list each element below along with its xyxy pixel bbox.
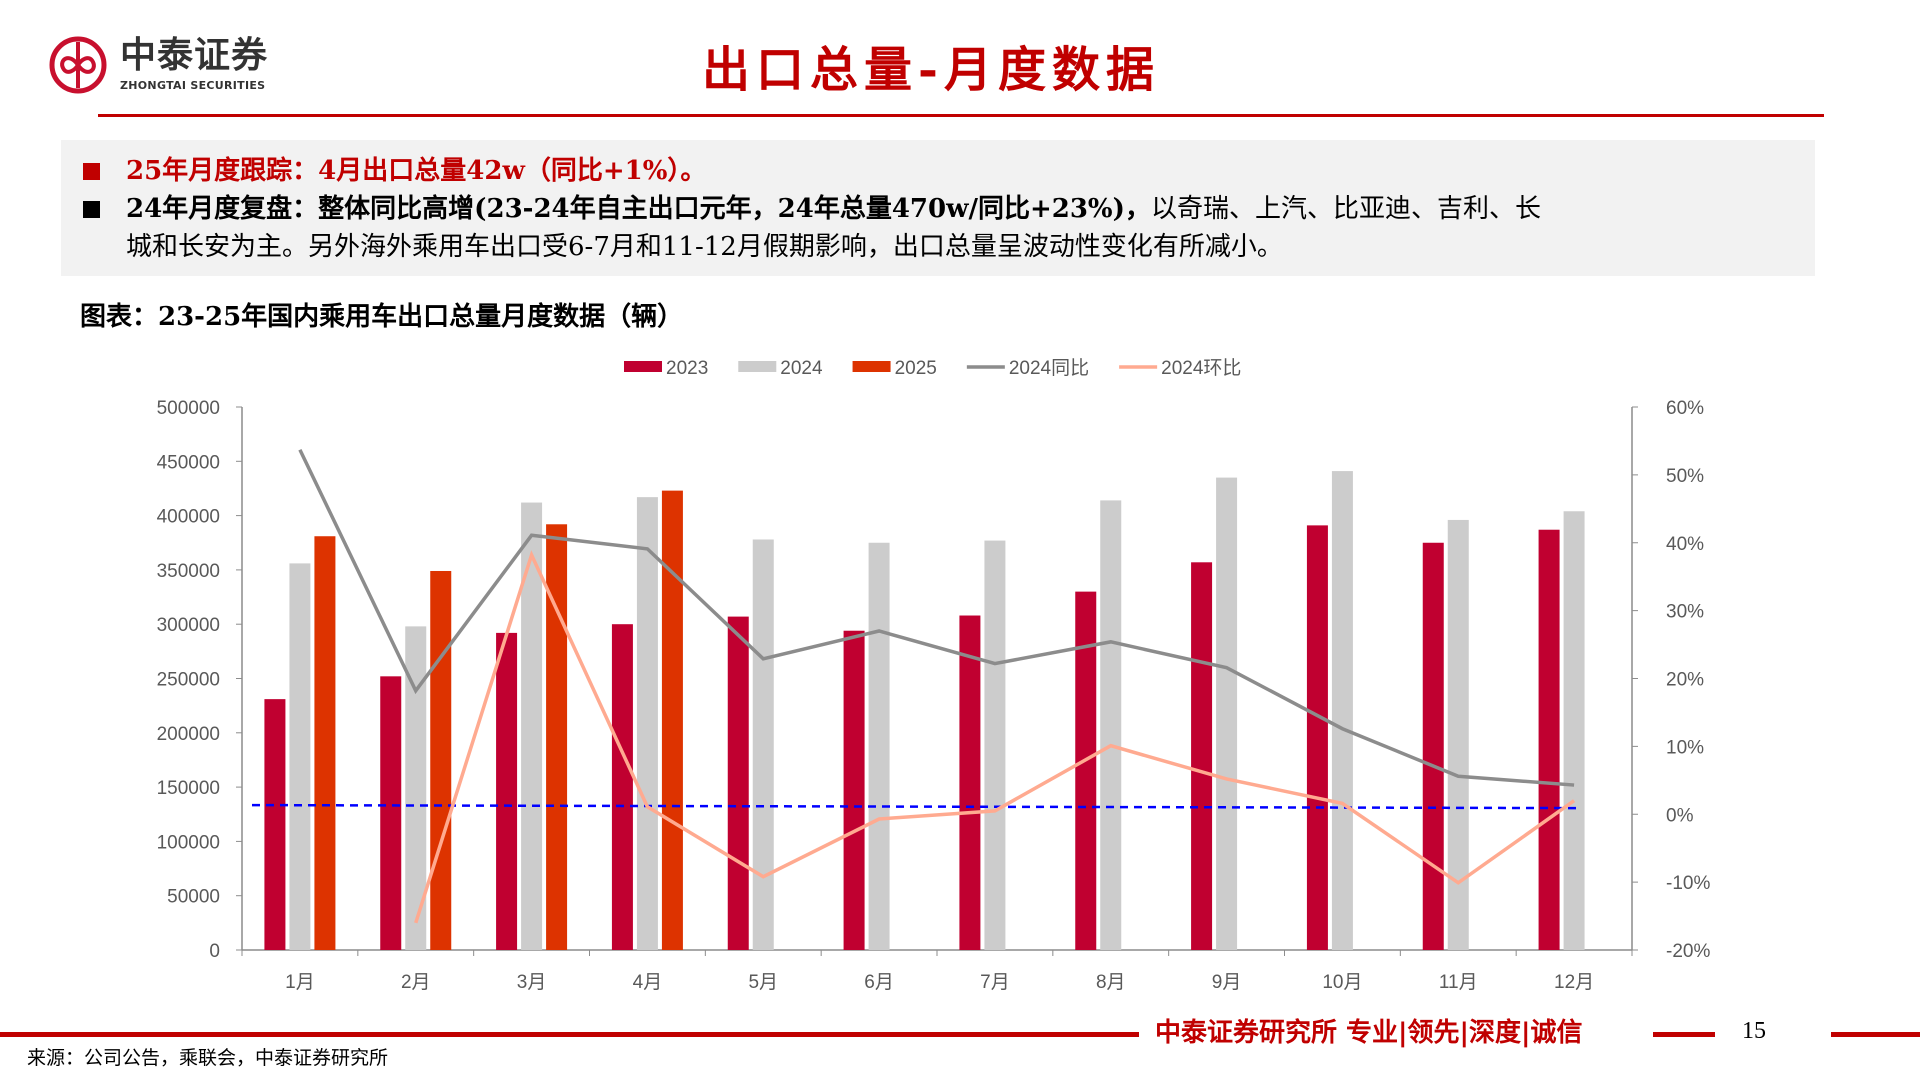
bar-2024-2月 [405,626,427,950]
logo-text-cn: 中泰证券 [120,35,269,76]
x-tick-label: 9月 [1212,972,1242,993]
bar-2024-10月 [1331,471,1353,950]
summary-line-2024-bold: 24年月度复盘：整体同比高增(23-24年自主出口元年，24年总量470w/同比… [126,194,1151,224]
legend-swatch-2023 [624,361,662,372]
x-tick-label: 11月 [1439,972,1478,993]
bar-2023-6月 [843,630,865,950]
line-2024环比 [414,550,1576,924]
y-right-tick-label: -20% [1666,941,1710,962]
bar-2024-9月 [1216,477,1238,950]
y-left-tick-label: 300000 [157,615,220,636]
x-tick-label: 8月 [1096,972,1126,993]
x-tick-label: 2月 [401,972,431,993]
x-tick-label: 5月 [748,972,778,993]
bar-2024-3月 [521,502,543,950]
legend-label-2023: 2023 [666,358,708,379]
x-tick-label: 4月 [633,972,663,993]
bar-2023-1月 [264,699,286,950]
bar-2025-4月 [661,490,683,950]
bar-2024-11月 [1447,519,1469,950]
y-right-tick-label: 30% [1666,602,1704,623]
bar-2024-8月 [1100,500,1122,950]
bar-2025-1月 [314,536,336,950]
bar-2024-12月 [1563,511,1585,950]
export-chart: 0 50000 100000 150000 200000 250000 300000 3500… [157,357,1711,993]
y-left-tick-label: 100000 [157,832,220,853]
page-title: 出口总量-月度数据 [702,42,1160,98]
x-tick-label: 12月 [1554,972,1594,993]
legend-label-2024: 2024 [780,358,823,379]
summary-line-2025: 25年月度跟踪：4月出口总量42w（同比+1%）。 [126,156,707,186]
legend-label-2025: 2025 [895,358,937,379]
page-number: 15 [1742,1018,1766,1044]
bar-2025-2月 [430,570,452,950]
bar-2025-3月 [546,524,568,950]
legend-swatch-2024 [738,361,777,372]
x-tick-label: 6月 [864,972,894,993]
bar-2023-4月 [611,624,633,950]
footer-rule-left [0,1032,1139,1037]
bullet-square-icon [83,201,100,218]
company-logo [49,36,113,98]
y-right-tick-label: 20% [1666,670,1704,691]
y-left-tick-label: 500000 [157,398,220,419]
footer-rule-mid [1653,1032,1715,1037]
y-right-tick-label: 60% [1666,398,1704,419]
y-left-tick-label: 0 [209,941,220,962]
chart-caption: 图表：23-25年国内乘用车出口总量月度数据（辆） [80,302,684,332]
y-left-tick-label: 350000 [157,561,220,582]
summary-box: 25年月度跟踪：4月出口总量42w（同比+1%）。 24年月度复盘：整体同比高增… [61,140,1815,276]
bar-2023-5月 [727,616,749,950]
footer-brand: 中泰证券研究所 专业|领先|深度|诚信 [1155,1018,1583,1048]
bar-2024-6月 [868,542,890,950]
source-note: 来源：公司公告，乘联会，中泰证券研究所 [27,1047,389,1069]
bar-2023-3月 [496,632,518,950]
title-divider [98,114,1824,117]
legend-label-2024环比: 2024环比 [1161,357,1241,379]
y-right-tick-label: 10% [1666,737,1704,758]
x-tick-label: 3月 [517,972,547,993]
y-right-tick-label: -10% [1666,873,1710,894]
y-left-tick-label: 200000 [157,724,220,745]
y-left-tick-label: 450000 [157,452,220,473]
y-right-tick-label: 0% [1666,805,1694,826]
y-right-tick-label: 40% [1666,534,1704,555]
bar-2023-7月 [959,615,981,950]
bar-2023-8月 [1075,591,1097,950]
legend-label-2024同比: 2024同比 [1009,357,1089,379]
bar-2024-1月 [289,563,311,950]
x-tick-label: 7月 [980,972,1010,993]
bar-2023-11月 [1422,542,1444,950]
bar-2023-10月 [1306,525,1328,950]
x-tick-label: 1月 [285,972,315,993]
line-2024同比 [298,449,1575,787]
bar-2024-5月 [752,539,774,950]
logo-text-en: ZHONGTAI SECURITIES [120,79,266,92]
y-left-tick-label: 400000 [157,507,220,528]
y-left-tick-label: 250000 [157,670,220,691]
legend-swatch-2025 [852,361,891,372]
summary-line-2024-cont: 城和长安为主。另外海外乘用车出口受6-7月和11-12月假期影响，出口总量呈波动… [126,232,1283,262]
y-right-tick-label: 50% [1666,466,1704,487]
summary-line-2024-rest: 以奇瑞、上汽、比亚迪、吉利、长 [1150,194,1541,224]
bar-2023-9月 [1191,562,1213,950]
bullet-square-icon [83,163,100,180]
y-left-tick-label: 50000 [167,887,220,908]
bar-2024-7月 [984,540,1006,950]
bar-2023-2月 [380,676,402,950]
bar-2024-4月 [636,497,658,950]
reference-dashed-line [251,803,1578,810]
bar-2023-12月 [1538,529,1560,950]
y-left-tick-label: 150000 [157,778,220,799]
logo-emblem-icon [49,36,107,94]
footer-rule-right [1831,1032,1920,1037]
x-tick-label: 10月 [1322,972,1362,993]
summary-line-2024: 24年月度复盘：整体同比高增(23-24年自主出口元年，24年总量470w/同比… [126,190,1541,228]
